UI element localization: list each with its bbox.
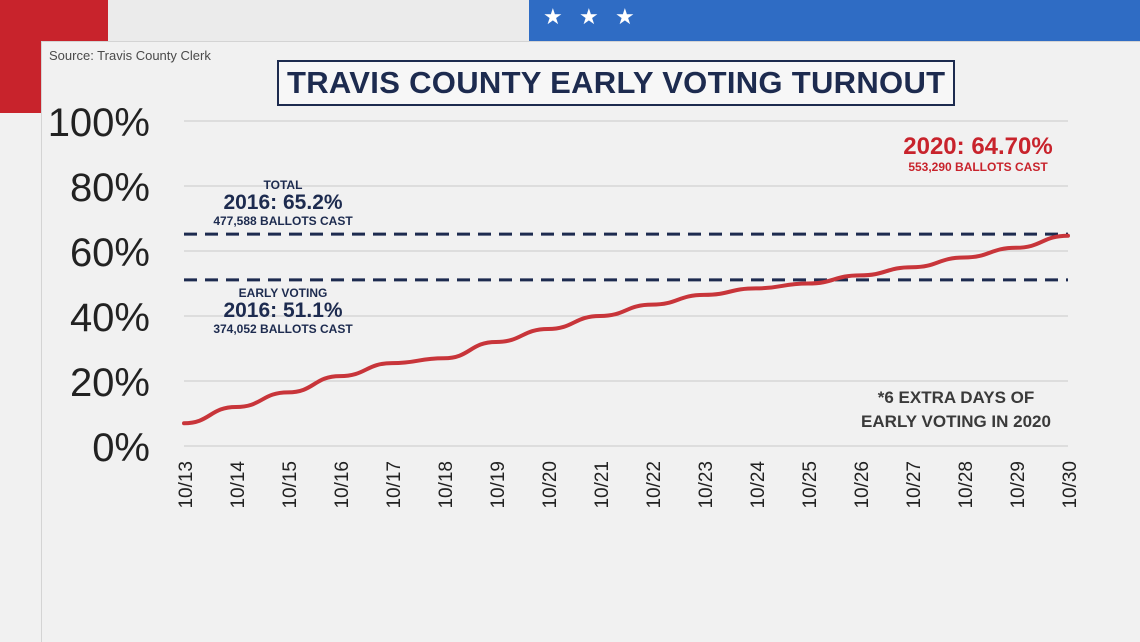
x-tick-label: 10/26 [852,461,873,509]
y-tick-label: 40% [70,296,150,340]
y-tick-label: 60% [70,231,150,275]
current-ballots: 553,290 BALLOTS CAST [878,160,1078,174]
total-2016-annotation: TOTAL 2016: 65.2% 477,588 BALLOTS CAST [198,178,368,228]
x-tick-label: 10/24 [748,461,769,509]
note-line-1: *6 EXTRA DAYS OF [878,388,1035,407]
x-tick-label: 10/29 [1008,461,1029,509]
x-tick-label: 10/16 [332,461,353,509]
early-2016-annotation: EARLY VOTING 2016: 51.1% 374,052 BALLOTS… [198,286,368,336]
reference-lines [184,234,1068,280]
x-tick-label: 10/15 [280,461,301,509]
x-tick-label: 10/14 [228,461,249,509]
y-tick-label: 100% [48,101,150,145]
early-ballots: 374,052 BALLOTS CAST [198,322,368,336]
early-value: 2016: 51.1% [198,300,368,322]
total-ballots: 477,588 BALLOTS CAST [198,214,368,228]
y-axis-labels: 0% 20% 40% 60% 80% 100% [48,101,150,470]
x-tick-label: 10/23 [696,461,717,509]
note-line-2: EARLY VOTING IN 2020 [861,412,1051,431]
x-tick-label: 10/30 [1060,461,1081,509]
x-tick-label: 10/19 [488,461,509,509]
x-tick-label: 10/27 [904,461,925,509]
y-tick-label: 0% [92,426,150,470]
x-tick-label: 10/20 [540,461,561,509]
x-tick-label: 10/13 [176,461,197,509]
y-tick-label: 80% [70,166,150,210]
current-value: 2020: 64.70% [878,134,1078,160]
current-2020-annotation: 2020: 64.70% 553,290 BALLOTS CAST [878,134,1078,174]
x-tick-label: 10/22 [644,461,665,509]
extra-days-note: *6 EXTRA DAYS OF EARLY VOTING IN 2020 [836,386,1076,434]
y-tick-label: 20% [70,361,150,405]
x-tick-label: 10/18 [436,461,457,509]
early-label: EARLY VOTING [198,286,368,300]
x-tick-label: 10/17 [384,461,405,509]
x-tick-label: 10/28 [956,461,977,509]
total-value: 2016: 65.2% [198,192,368,214]
x-tick-label: 10/21 [592,461,613,509]
x-axis-labels: 10/13 10/14 10/15 10/16 10/17 10/18 10/19 10/20… [176,461,1081,509]
total-label: TOTAL [198,178,368,192]
x-tick-label: 10/25 [800,461,821,509]
